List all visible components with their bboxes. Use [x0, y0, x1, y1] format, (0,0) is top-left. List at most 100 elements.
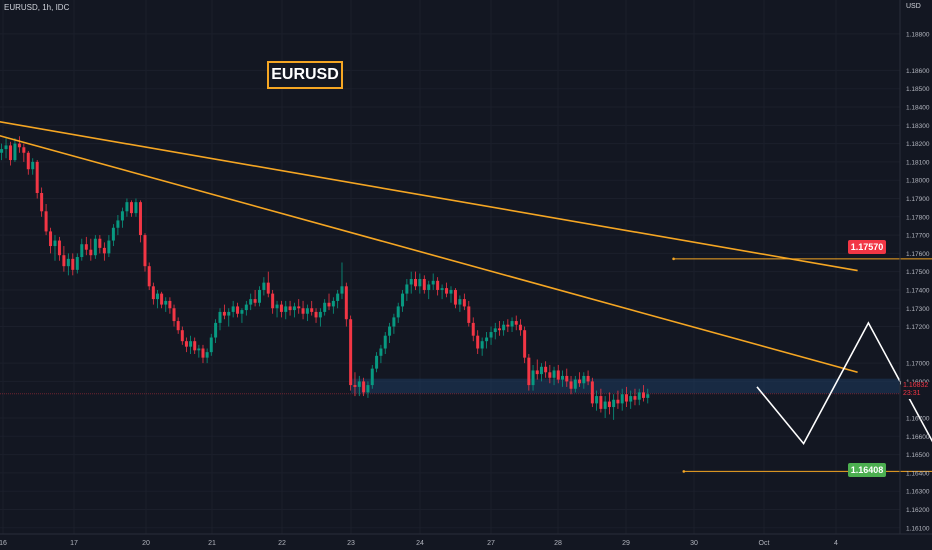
candle-body: [357, 381, 361, 387]
candle: [292, 302, 296, 318]
trendline[interactable]: [0, 121, 858, 272]
candle-body: [66, 258, 70, 267]
projection-path[interactable]: [756, 321, 932, 510]
candle-body: [427, 284, 431, 290]
candle: [405, 278, 409, 301]
candle: [297, 299, 301, 314]
y-tick-label: 1.16400: [906, 470, 930, 477]
candle-body: [573, 379, 577, 389]
candle: [231, 300, 235, 318]
candle-body: [143, 235, 147, 267]
last-price-tag: 1.16832 23:31: [901, 382, 932, 399]
candle-body: [71, 258, 75, 270]
candle-body: [548, 372, 552, 378]
candle-body: [414, 278, 418, 287]
currency-label[interactable]: USD: [906, 3, 921, 10]
candle-body: [518, 324, 522, 331]
candle: [89, 238, 93, 261]
candle-body: [480, 341, 484, 349]
candle: [120, 207, 124, 228]
candle-body: [31, 161, 35, 170]
candle: [471, 317, 475, 342]
candle: [176, 317, 180, 334]
y-tick-label: 1.17300: [906, 306, 930, 313]
x-tick-label: 30: [690, 540, 698, 547]
trendline[interactable]: [0, 134, 858, 374]
price-levels: [0, 257, 932, 473]
candle-body: [375, 355, 379, 369]
candle: [262, 277, 266, 296]
symbol-info[interactable]: EURUSD, 1h, IDC: [4, 3, 70, 12]
candle-body: [344, 286, 348, 320]
support-zone[interactable]: [351, 378, 901, 394]
candle-body: [586, 375, 590, 382]
candle: [485, 332, 489, 349]
candle: [366, 381, 370, 398]
candle: [436, 277, 440, 296]
price-level-anchor[interactable]: [682, 470, 686, 473]
candle: [327, 293, 331, 311]
candle-body: [253, 299, 257, 303]
candle: [480, 337, 484, 356]
candle: [62, 246, 66, 272]
candle: [637, 388, 641, 406]
y-tick-label: 1.17900: [906, 196, 930, 203]
candle-body: [22, 147, 26, 153]
candle-body: [590, 381, 594, 404]
candle: [310, 300, 314, 316]
candle-body: [279, 304, 283, 312]
candle-body: [401, 293, 405, 307]
candle-body: [310, 308, 314, 312]
candle-body: [262, 282, 266, 290]
candle: [98, 235, 102, 254]
candle: [624, 386, 628, 408]
last-price-value: 1.16832: [903, 382, 929, 389]
candle: [57, 236, 61, 261]
candle-body: [84, 244, 88, 250]
candle: [301, 300, 305, 320]
candle: [279, 300, 283, 318]
candle: [633, 388, 637, 406]
candle: [582, 372, 586, 389]
candle: [4, 138, 8, 159]
candle: [569, 375, 573, 395]
candle-body: [449, 289, 453, 294]
candle: [573, 375, 577, 393]
candle-body: [514, 321, 518, 325]
projection-line[interactable]: [756, 321, 932, 510]
candle-body: [168, 300, 172, 309]
candle: [418, 273, 422, 294]
candle: [236, 302, 240, 318]
time-axis[interactable]: 16 17 20 21 22 23 24 27 28 29 30 Oct 4: [0, 540, 838, 547]
candle: [462, 293, 466, 311]
price-axis[interactable]: 1.18800 1.18600 1.18500 1.18400 1.18300 1.182…: [906, 31, 930, 532]
candle: [288, 300, 292, 316]
candle-body: [471, 322, 475, 336]
candle: [357, 375, 361, 397]
candle: [266, 271, 270, 298]
candle: [565, 368, 569, 387]
candle-body: [362, 381, 366, 393]
candle: [401, 289, 405, 312]
candle: [314, 308, 318, 323]
candle: [197, 344, 201, 358]
candle-body: [134, 202, 138, 214]
candle: [458, 295, 462, 312]
candle-body: [582, 375, 586, 384]
candle: [111, 224, 115, 247]
candle: [93, 235, 97, 259]
price-level-anchor[interactable]: [672, 257, 675, 261]
candle-body: [44, 211, 48, 232]
chart-annotation-title[interactable]: EURUSD: [267, 61, 343, 89]
candle-body: [155, 293, 159, 300]
candle: [147, 262, 151, 290]
candle: [151, 282, 155, 305]
candle: [275, 300, 279, 318]
candle-body: [327, 302, 331, 307]
candle: [107, 235, 111, 258]
candle: [318, 308, 322, 327]
candle: [222, 304, 226, 320]
candle: [422, 275, 426, 294]
trendlines[interactable]: [0, 121, 858, 374]
